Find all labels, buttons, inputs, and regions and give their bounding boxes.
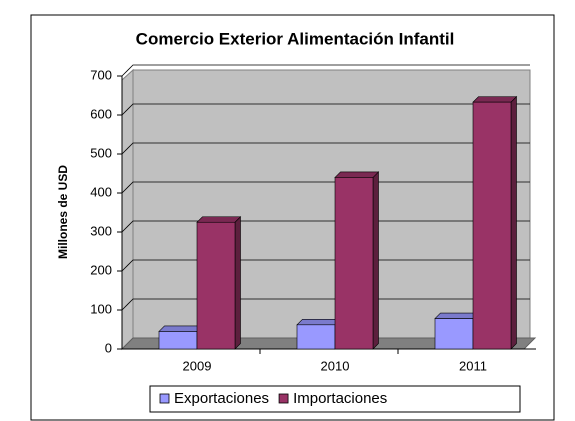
- y-tick-label: 0: [105, 340, 112, 355]
- bar-side: [510, 95, 517, 350]
- legend-label: Importaciones: [293, 390, 387, 407]
- y-tick-label: 300: [90, 223, 112, 238]
- bar: [472, 101, 512, 350]
- bar: [158, 331, 198, 350]
- side-wall: [121, 68, 134, 351]
- x-tick-label: 2009: [183, 358, 212, 373]
- grid-line: [121, 298, 530, 311]
- legend: [149, 385, 521, 413]
- x-tick-label: 2011: [459, 358, 487, 373]
- bar-top: [472, 96, 518, 103]
- bar-top: [296, 319, 342, 326]
- y-tick-label: 100: [90, 301, 112, 316]
- legend-swatch: [159, 393, 170, 404]
- bar-side: [372, 171, 379, 350]
- bar: [434, 318, 474, 350]
- grid-line: [121, 259, 530, 272]
- bar: [296, 324, 336, 350]
- y-tick-label: 500: [90, 145, 112, 160]
- x-tick-label: 2010: [321, 358, 350, 373]
- y-tick-label: 200: [90, 262, 112, 277]
- y-tick-label: 400: [90, 184, 112, 199]
- grid-line: [121, 142, 530, 155]
- bar-top: [158, 325, 204, 332]
- legend-label: Exportaciones: [174, 390, 269, 407]
- grid-line: [121, 220, 530, 233]
- y-tick-label: 600: [90, 106, 112, 121]
- grid-line: [121, 103, 530, 116]
- chart-title: Comercio Exterior Alimentación Infantil: [136, 29, 455, 48]
- back-wall: [132, 69, 531, 339]
- grid-line: [121, 64, 530, 77]
- y-axis-label: Millones de USD: [56, 165, 70, 259]
- bar-top: [434, 312, 480, 319]
- legend-swatch: [278, 393, 289, 404]
- bar: [334, 177, 374, 350]
- grid-line: [121, 181, 530, 194]
- y-tick-label: 700: [90, 67, 112, 82]
- bar-side: [234, 216, 241, 350]
- bar-top: [334, 171, 380, 178]
- bar-top: [196, 216, 242, 223]
- bar: [196, 221, 236, 350]
